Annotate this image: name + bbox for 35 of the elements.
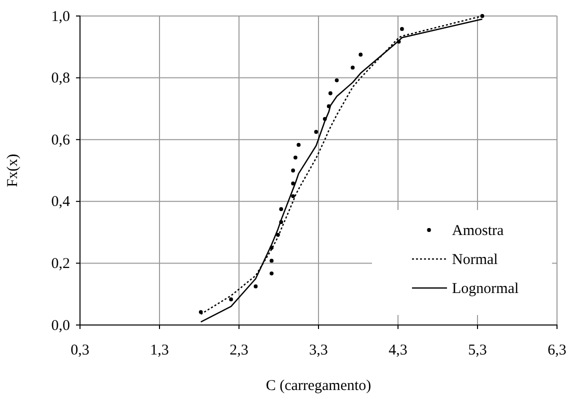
- legend-label: Lognormal: [452, 281, 519, 297]
- x-tick-label: 0,3: [70, 342, 90, 358]
- point: [198, 310, 203, 314]
- x-tick-label: 5,3: [468, 342, 487, 358]
- point: [291, 194, 296, 198]
- y-tick-label: 0,2: [51, 256, 70, 272]
- y-tick-label: 0,6: [51, 132, 70, 148]
- point: [291, 168, 296, 172]
- legend-label: Normal: [452, 252, 498, 268]
- x-axis-title: C (carregamento): [266, 378, 372, 394]
- y-tick-label: 0,0: [51, 318, 70, 334]
- x-tick-label: 3,3: [309, 342, 328, 358]
- point: [328, 91, 332, 96]
- point: [314, 130, 318, 134]
- y-tick-label: 1,0: [51, 8, 70, 25]
- x-tick-label: 1,3: [150, 342, 169, 358]
- y-tick-label: 0,4: [51, 194, 70, 210]
- legend-label: Amostra: [452, 223, 504, 239]
- point: [254, 284, 258, 288]
- point: [229, 297, 234, 302]
- point: [291, 182, 296, 186]
- point: [293, 156, 298, 160]
- point: [296, 142, 301, 147]
- point: [270, 271, 274, 276]
- point: [270, 258, 274, 263]
- x-tick-label: 2,3: [230, 342, 248, 358]
- point: [400, 27, 404, 31]
- point: [279, 207, 284, 212]
- point: [358, 52, 363, 57]
- y-tick-label: 0,8: [51, 70, 70, 87]
- y-axis-title: Fx(x): [5, 154, 21, 188]
- point: [350, 66, 355, 70]
- x-tick-label: 6,3: [548, 342, 566, 358]
- point: [334, 78, 339, 82]
- x-tick-label: 4,3: [388, 342, 408, 358]
